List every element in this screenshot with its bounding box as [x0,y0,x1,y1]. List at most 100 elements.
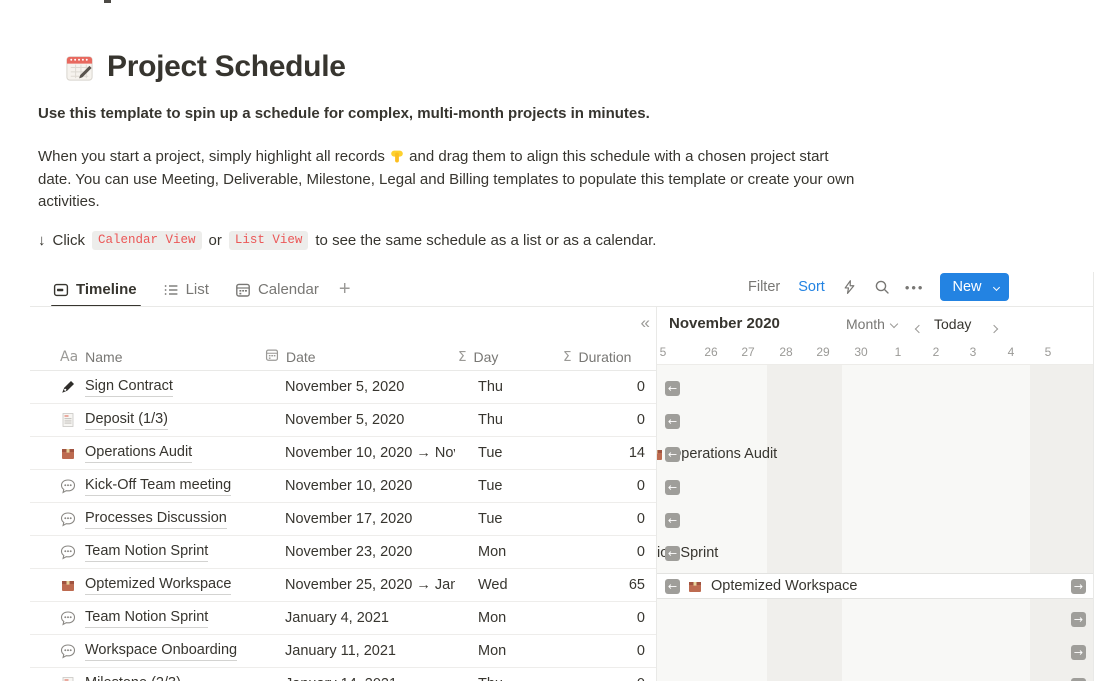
filter-button[interactable]: Filter [748,279,781,295]
column-header-day[interactable]: Σ Day [455,349,563,365]
row-day-cell[interactable]: Thu [478,379,503,395]
list-view-link[interactable]: List View [228,231,309,250]
paragraph-text-post: and drag them to align this schedule wit… [38,148,855,210]
row-date-cell[interactable]: November 25, 2020 → Janua [285,577,455,593]
previous-month-button[interactable] [914,319,924,337]
row-date-cell[interactable]: November 10, 2020 [285,478,413,494]
scroll-to-bar-right-button[interactable]: → [1071,645,1086,660]
row-date-cell[interactable]: November 5, 2020 [285,379,405,395]
search-icon[interactable] [874,279,890,295]
row-duration-cell[interactable]: 0 [636,379,645,395]
row-duration-cell[interactable]: 0 [636,511,645,527]
tab-calendar[interactable]: Calendar [235,281,319,298]
row-name-cell[interactable]: Team Notion Sprint [30,608,265,628]
chevron-down-icon [889,319,899,329]
row-name-link[interactable]: Team Notion Sprint [85,608,209,628]
row-name-cell[interactable]: Processes Discussion [30,509,265,529]
scroll-to-bar-left-button[interactable]: ← [665,447,680,462]
row-name-cell[interactable]: Deposit (1/3) [30,410,265,430]
row-duration-cell[interactable]: 14 [628,445,645,461]
more-options-icon[interactable]: ••• [904,279,925,295]
row-name-link[interactable]: Kick-Off Team meeting [85,476,232,496]
scroll-to-bar-left-button[interactable]: ← [665,480,680,495]
row-name-cell[interactable]: Kick-Off Team meeting [30,476,265,496]
scroll-to-bar-left-button[interactable]: ← [665,381,680,396]
row-duration-cell[interactable]: 65 [628,577,645,593]
today-button[interactable]: Today [934,316,972,332]
row-date-cell[interactable]: November 10, 2020 → Novem [285,445,455,461]
timeline-date-label: 30 [854,345,868,359]
timeline-date-label: 28 [779,345,793,359]
row-name-link[interactable]: Operations Audit [85,443,193,463]
sort-button[interactable]: Sort [798,279,825,295]
row-name-link[interactable]: Workspace Onboarding [85,641,238,661]
row-duration-cell[interactable]: 0 [636,544,645,560]
row-name-cell[interactable]: Milestone (2/3) [30,674,265,681]
row-day-cell[interactable]: Mon [478,610,507,626]
next-month-button[interactable] [989,319,999,337]
timeline-date-label: 5 [1044,345,1052,359]
scroll-to-bar-right-button[interactable]: → [1071,612,1086,627]
add-view-button[interactable]: + [338,278,351,300]
row-day-cell[interactable]: Mon [478,643,507,659]
row-date-cell[interactable]: November 23, 2020 [285,544,413,560]
scroll-to-bar-right-button[interactable]: → [1071,579,1086,594]
row-name-link[interactable]: Milestone (2/3) [85,674,181,681]
row-duration-cell[interactable]: 0 [636,610,645,626]
timeline-zoom-select[interactable]: Month [846,316,899,332]
row-date-cell[interactable]: November 5, 2020 [285,412,405,428]
paragraph-text-pre: When you start a project, simply highlig… [38,148,385,165]
row-day-cell[interactable]: Thu [478,412,503,428]
column-header-date[interactable]: Date [265,348,455,365]
row-name-link[interactable]: Processes Discussion [85,509,227,529]
collapse-table-button[interactable]: « [640,313,650,332]
scroll-to-bar-right-button[interactable]: → [1071,678,1086,681]
row-day-cell[interactable]: Wed [478,577,508,593]
row-name-link[interactable]: Sign Contract [85,377,173,397]
timeline-bar-label[interactable]: Operations Audit [670,446,778,462]
row-date-cell[interactable]: January 14, 2021 [265,676,455,681]
scroll-to-bar-left-button[interactable]: ← [665,546,680,561]
row-duration-cell[interactable]: 0 [563,676,656,681]
row-day-cell[interactable]: Tue [478,511,503,527]
column-header-label: Date [286,348,316,365]
scroll-to-bar-left-button[interactable]: ← [665,513,680,528]
lightning-icon[interactable] [842,279,857,295]
row-day-cell[interactable]: Thu [455,676,563,681]
scroll-to-bar-left-button[interactable]: ← [665,579,680,594]
column-header-name[interactable]: Aa Name [30,349,265,365]
row-day-cell[interactable]: Mon [478,544,507,560]
left-arrow-icon: ← [667,547,678,560]
row-day-cell[interactable]: Tue [478,445,503,461]
chevron-down-icon[interactable] [990,283,1009,291]
row-duration-cell[interactable]: 0 [636,643,645,659]
calendar-view-link[interactable]: Calendar View [92,231,202,250]
row-date-cell[interactable]: January 11, 2021 [285,643,396,659]
row-name-cell[interactable]: Operations Audit [30,443,265,463]
row-name-cell[interactable]: Workspace Onboarding [30,641,265,661]
timeline-canvas: ← ← Operations Audit ← ← ← Team Notion S… [657,364,1093,681]
column-header-duration[interactable]: Σ Duration [563,349,656,365]
scroll-to-bar-left-button[interactable]: ← [665,414,680,429]
timeline-bar-optemized-workspace[interactable]: ← Optemized Workspace → [657,573,1093,599]
row-name-cell[interactable]: Team Notion Sprint [30,542,265,562]
tab-list[interactable]: List [163,281,209,298]
intro-bold-line: Use this template to spin up a schedule … [38,105,650,122]
row-name-link[interactable]: Team Notion Sprint [85,542,209,562]
row-duration-cell[interactable]: 0 [636,478,645,494]
row-name-cell[interactable]: Sign Contract [30,377,265,397]
timeline-date-label: 29 [816,345,830,359]
row-duration-cell[interactable]: 0 [636,412,645,428]
new-button-label: New [952,279,982,295]
row-day-cell[interactable]: Tue [478,478,503,494]
date-property-icon [265,348,279,365]
new-button[interactable]: New [940,273,1009,301]
row-date-cell[interactable]: November 17, 2020 [285,511,413,527]
row-name-link[interactable]: Deposit (1/3) [85,410,169,430]
row-date-cell[interactable]: January 4, 2021 [285,610,389,626]
row-name-link[interactable]: Optemized Workspace [85,575,232,595]
timeline-date-label: 27 [741,345,755,359]
tip-click-text: Click [52,232,86,249]
row-name-cell[interactable]: Optemized Workspace [30,575,265,595]
tab-timeline[interactable]: Timeline [51,281,141,307]
